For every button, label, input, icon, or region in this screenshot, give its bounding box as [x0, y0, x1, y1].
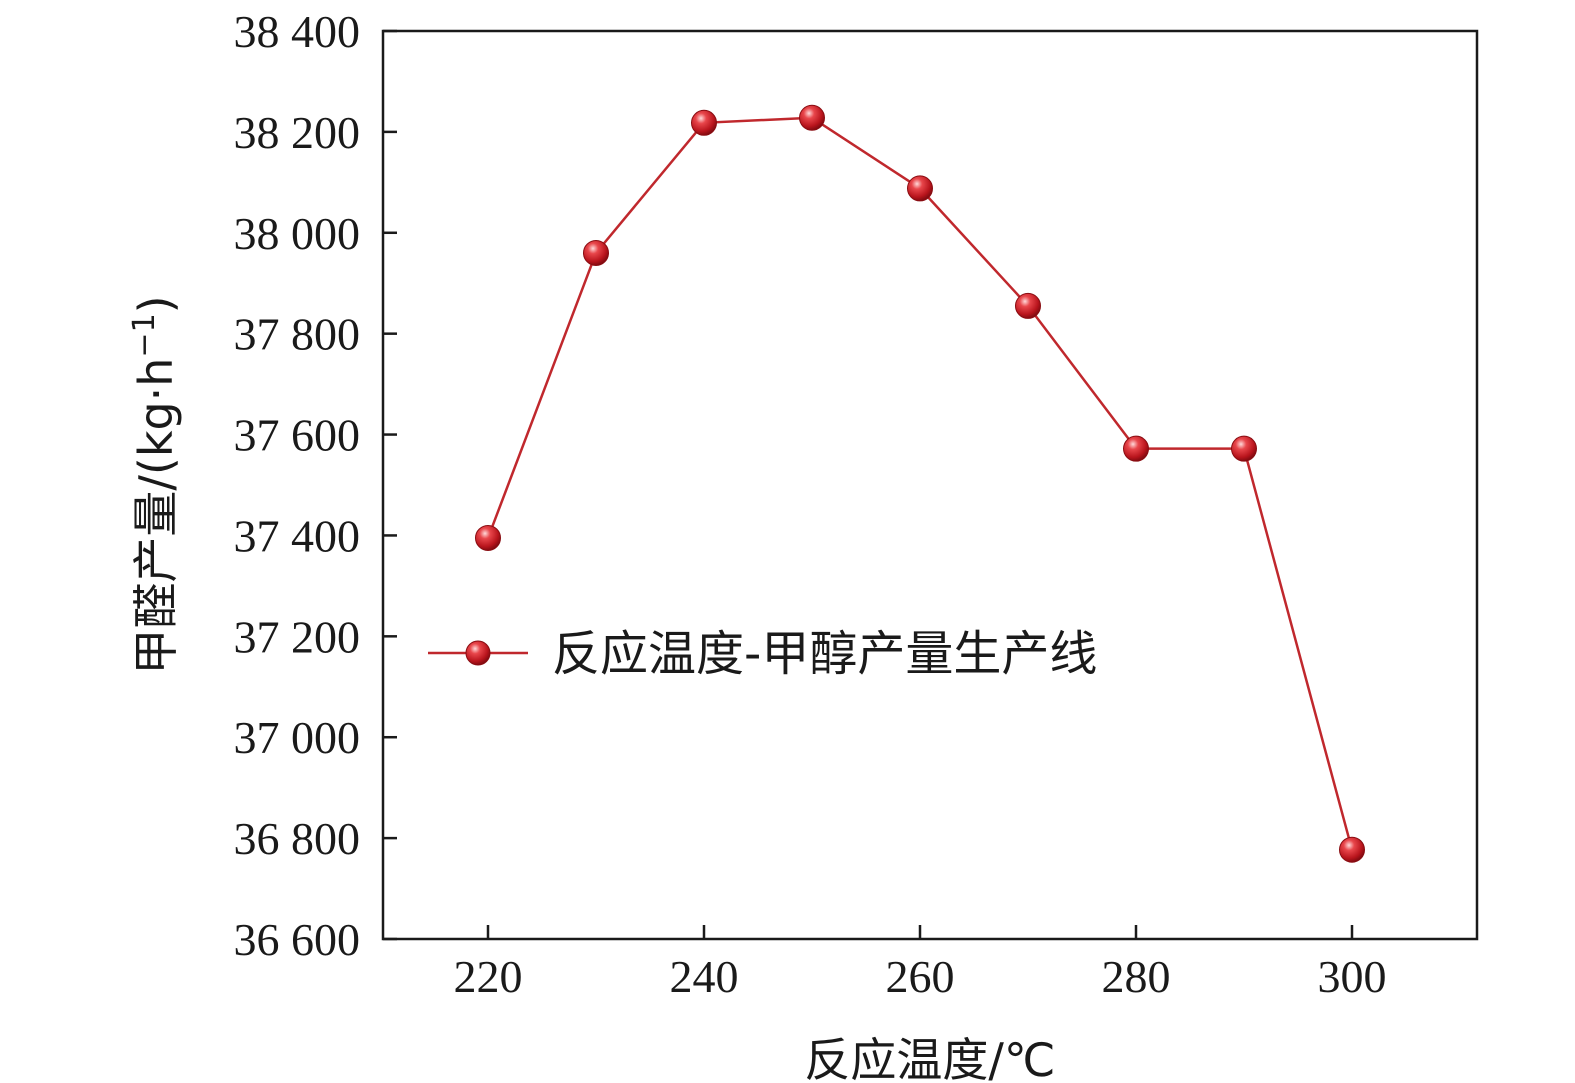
y-tick-label: 37 600 [234, 410, 361, 461]
y-tick-label: 37 000 [234, 712, 361, 763]
y-axis-title: 甲醛产量/(kg·h−1) [127, 295, 183, 674]
x-tick-label: 240 [670, 951, 739, 1002]
data-point [1123, 435, 1149, 462]
series-markers [475, 104, 1365, 863]
y-tick-label: 36 600 [234, 914, 361, 965]
y-axis-title-superscript: −1 [127, 313, 162, 357]
y-tick-label: 38 400 [234, 6, 361, 57]
x-axis-title: 反应温度/℃ [804, 1033, 1055, 1083]
y-tick-label: 37 800 [234, 309, 361, 360]
legend-marker [465, 640, 491, 666]
legend-label: 反应温度-甲醇产量生产线 [552, 626, 1097, 682]
plot-frame [381, 29, 1479, 941]
data-point [475, 524, 501, 551]
y-axis-title-close: ) [129, 295, 183, 313]
y-axis: 36 600 36 800 37 000 37 200 37 400 37 600 37 8… [234, 6, 397, 965]
x-tick-label: 280 [1102, 951, 1171, 1002]
data-point [1015, 292, 1041, 319]
y-tick-label: 36 800 [234, 813, 361, 864]
y-tick-label: 37 200 [234, 611, 361, 662]
data-point [1231, 435, 1257, 462]
legend: 反应温度-甲醇产量生产线 [428, 626, 1097, 682]
y-tick-label: 37 400 [234, 510, 361, 561]
y-tick-label: 38 200 [234, 107, 361, 158]
data-point [799, 104, 825, 131]
data-point [1339, 836, 1365, 863]
series-line [486, 116, 1354, 851]
y-axis-title-main: 甲醛产量/(kg·h [129, 358, 183, 675]
x-axis: 220 240 260 280 300 [454, 925, 1387, 1002]
data-point [907, 175, 933, 202]
y-tick-label: 38 000 [234, 208, 361, 259]
x-tick-label: 220 [454, 951, 523, 1002]
data-point [583, 239, 609, 266]
x-tick-label: 260 [886, 951, 955, 1002]
x-tick-label: 300 [1318, 951, 1387, 1002]
data-point [691, 109, 717, 136]
